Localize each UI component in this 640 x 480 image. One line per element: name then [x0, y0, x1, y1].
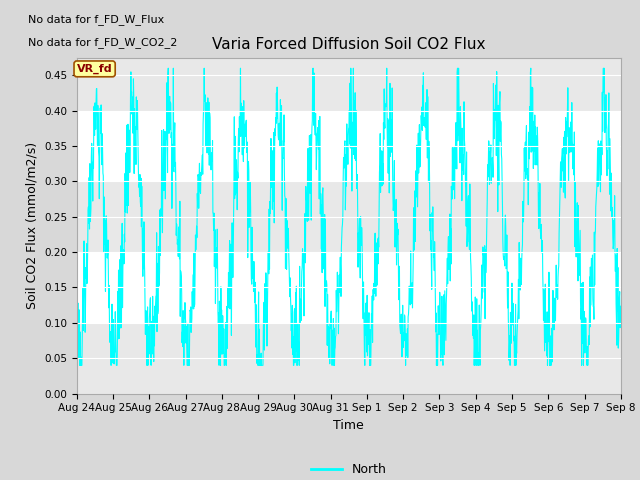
Title: Varia Forced Diffusion Soil CO2 Flux: Varia Forced Diffusion Soil CO2 Flux: [212, 37, 486, 52]
Y-axis label: Soil CO2 Flux (mmol/m2/s): Soil CO2 Flux (mmol/m2/s): [26, 142, 38, 309]
Bar: [77, 181, 621, 252]
Text: No data for f_FD_W_Flux: No data for f_FD_W_Flux: [28, 14, 164, 25]
Text: No data for f_FD_W_CO2_2: No data for f_FD_W_CO2_2: [28, 37, 177, 48]
Text: VR_fd: VR_fd: [77, 64, 113, 74]
X-axis label: Time: Time: [333, 419, 364, 432]
Bar: [77, 40, 621, 111]
Legend: North: North: [306, 458, 392, 480]
Bar: [77, 323, 621, 394]
